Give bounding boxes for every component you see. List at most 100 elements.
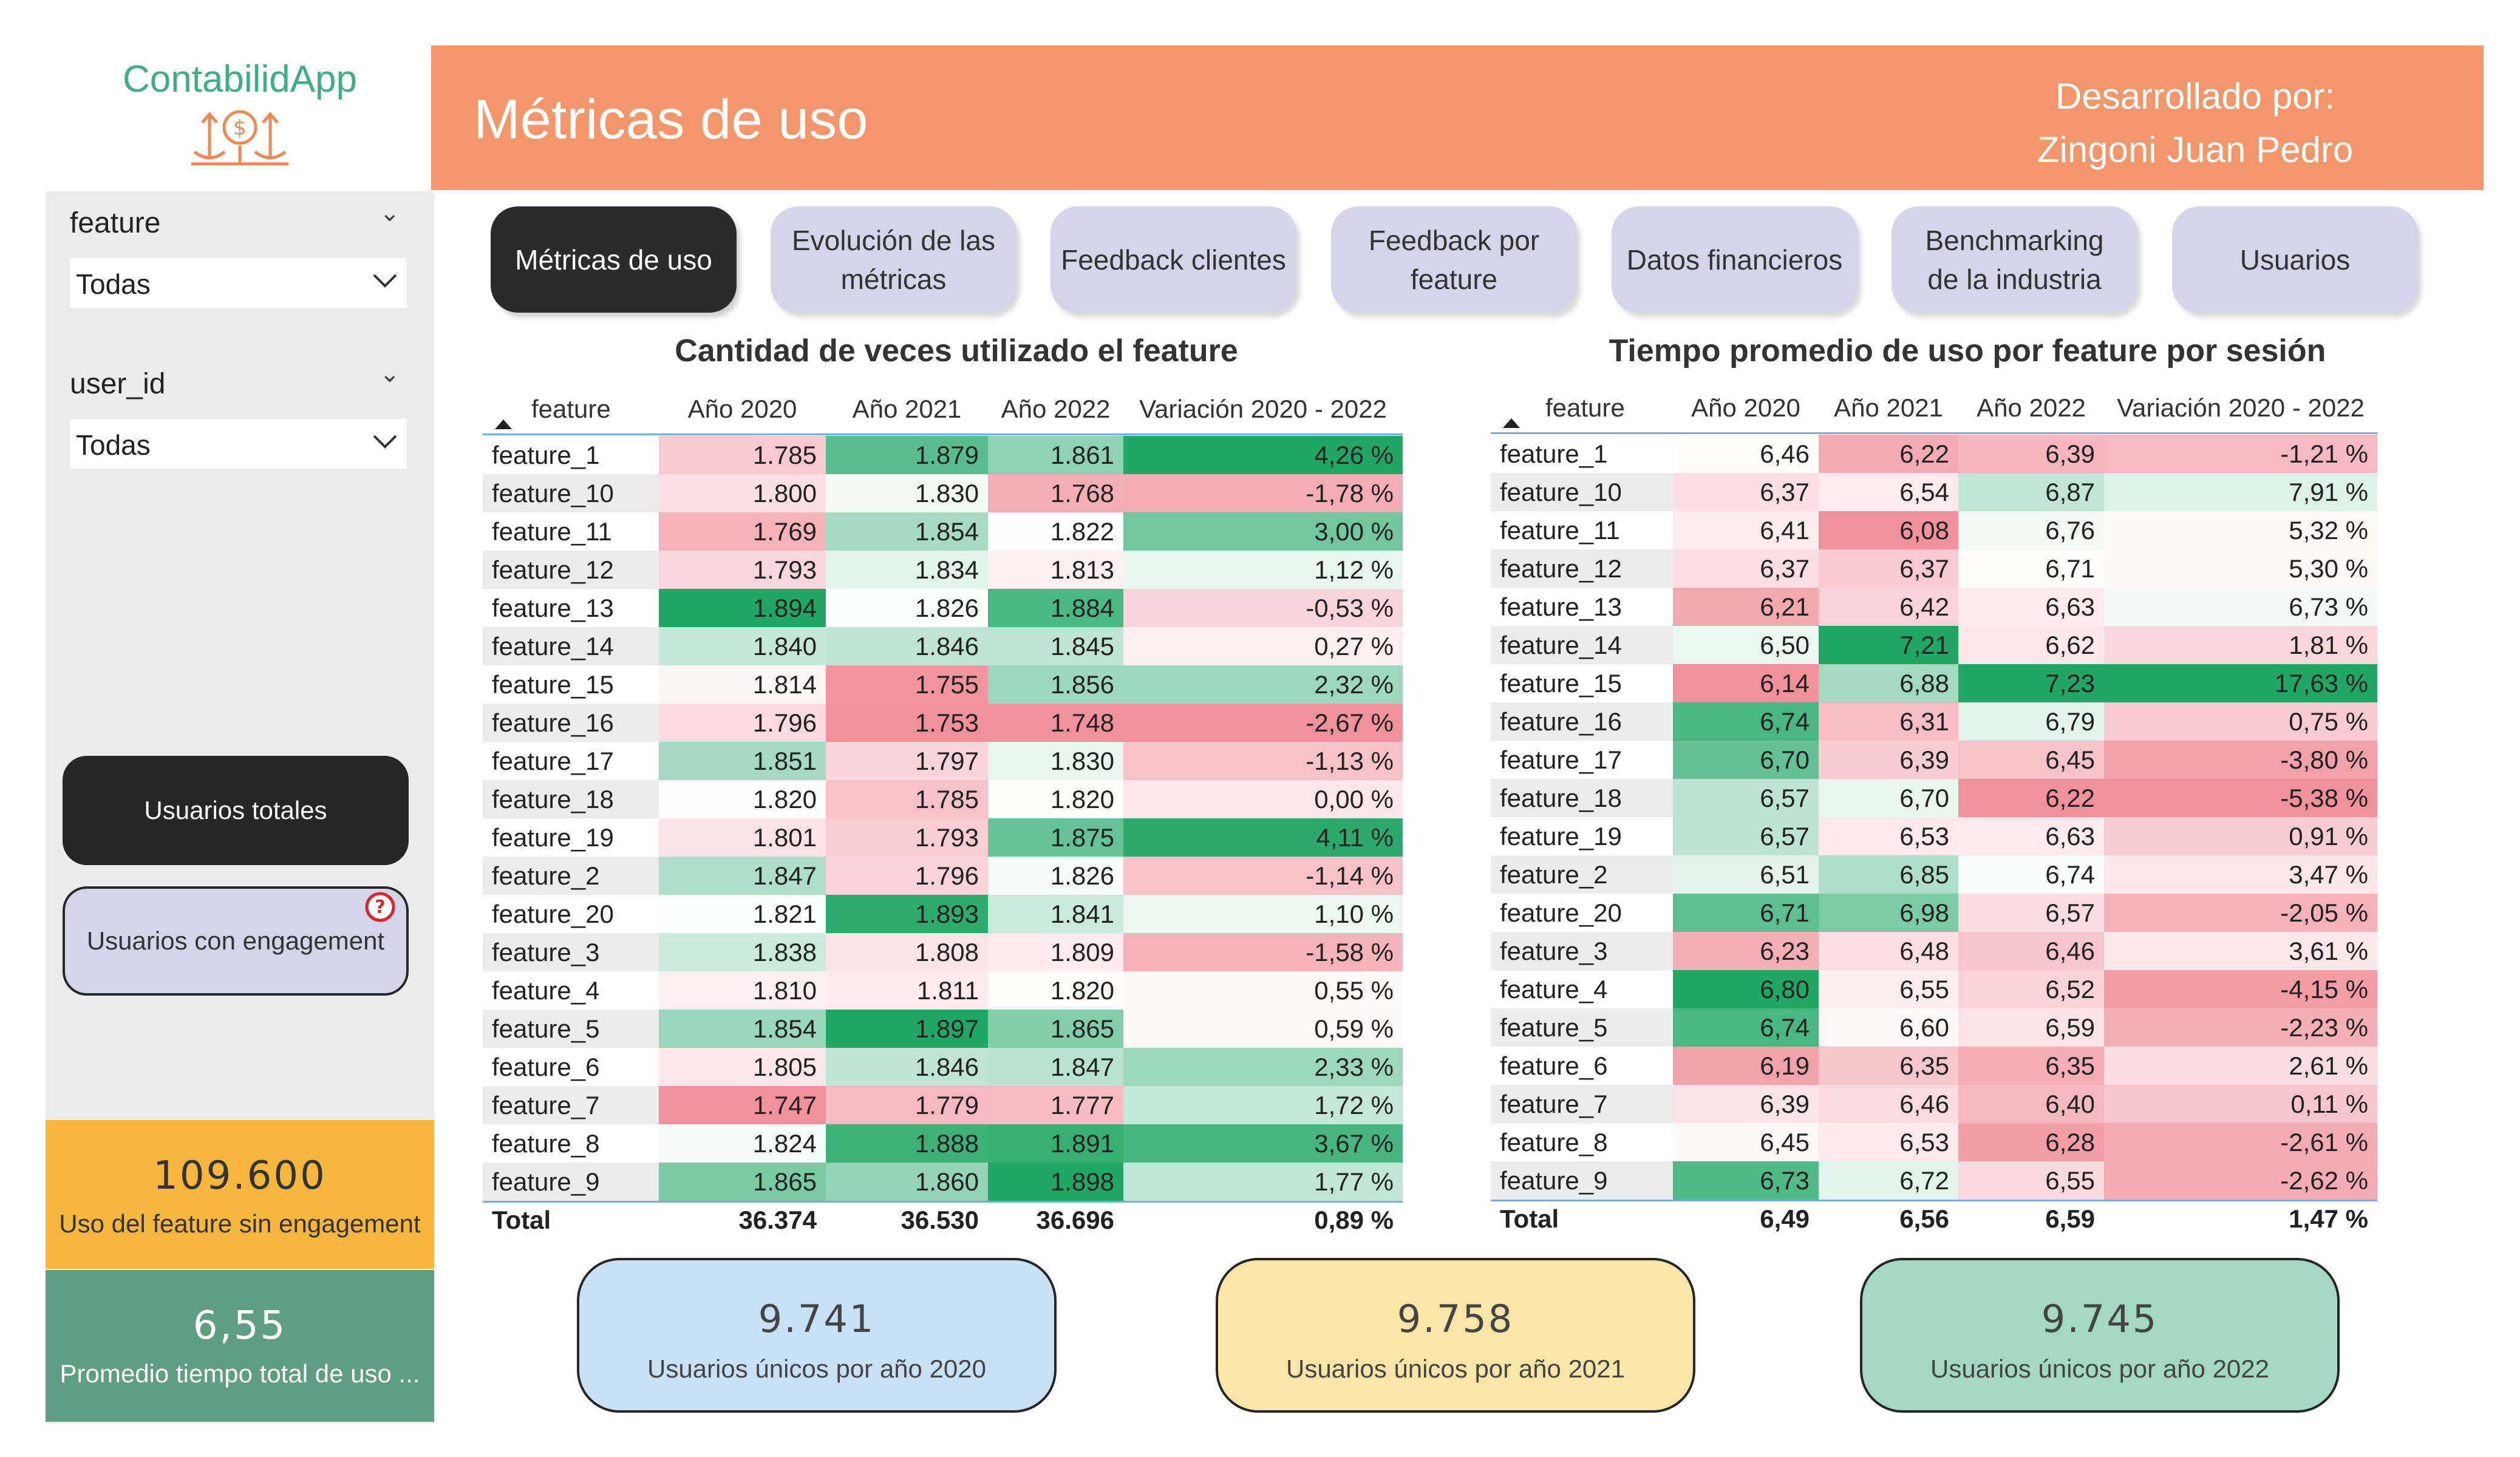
engaged-users-button[interactable]: Usuarios con engagement bbox=[63, 886, 409, 996]
nav-tab-4[interactable]: Feedback por feature bbox=[1331, 206, 1577, 313]
table-row[interactable]: feature_1 6,46 6,22 6,39 -1,21 % bbox=[1491, 435, 2377, 473]
table-row[interactable]: feature_18 1.820 1.785 1.820 0,00 % bbox=[483, 780, 1403, 818]
user-id-dropdown[interactable]: Todas bbox=[70, 419, 407, 469]
feature-name-cell: feature_18 bbox=[483, 780, 659, 818]
table-row[interactable]: feature_3 6,23 6,48 6,46 3,61 % bbox=[1491, 932, 2377, 970]
table-row[interactable]: feature_20 6,71 6,98 6,57 -2,05 % bbox=[1491, 894, 2377, 932]
column-header[interactable]: Variación 2020 - 2022 bbox=[2117, 393, 2365, 422]
column-header[interactable]: Año 2020 bbox=[1691, 393, 1800, 422]
header-divider bbox=[483, 433, 1403, 435]
feature-name-cell: feature_7 bbox=[483, 1086, 659, 1124]
value-cell: 6,42 bbox=[1819, 588, 1958, 626]
value-cell: 1.891 bbox=[988, 1124, 1123, 1163]
value-cell: 1.821 bbox=[659, 895, 826, 933]
table-row[interactable]: feature_11 6,41 6,08 6,76 5,32 % bbox=[1491, 511, 2377, 549]
feature-name-cell: feature_19 bbox=[483, 818, 659, 857]
total-value: 6,59 bbox=[2045, 1204, 2095, 1233]
value-cell: 2,32 % bbox=[1123, 665, 1403, 704]
column-header[interactable]: Año 2022 bbox=[1001, 395, 1111, 423]
value-cell: 0,75 % bbox=[2104, 702, 2377, 741]
table-row[interactable]: feature_17 6,70 6,39 6,45 -3,80 % bbox=[1491, 741, 2377, 779]
nav-tab-1[interactable]: Métricas de uso bbox=[491, 206, 737, 313]
feature-name-cell: feature_4 bbox=[1491, 970, 1673, 1008]
value-cell: 1.865 bbox=[659, 1163, 826, 1201]
nav-tab-2[interactable]: Evolución de las métricas bbox=[771, 206, 1017, 313]
feature-name-cell: feature_2 bbox=[483, 857, 659, 895]
table-row[interactable]: feature_14 6,50 7,21 6,62 1,81 % bbox=[1491, 626, 2377, 664]
table-row[interactable]: feature_3 1.838 1.808 1.809 -1,58 % bbox=[483, 933, 1403, 971]
value-cell: 6,59 bbox=[1958, 1008, 2104, 1047]
feature-dropdown[interactable]: Todas bbox=[70, 258, 407, 308]
value-cell: 1.834 bbox=[826, 551, 988, 589]
feature-name-cell: feature_10 bbox=[483, 474, 659, 512]
table-row[interactable]: feature_9 6,73 6,72 6,55 -2,62 % bbox=[1491, 1161, 2377, 1200]
value-cell: 6,73 bbox=[1673, 1161, 1819, 1200]
table-row[interactable]: feature_2 6,51 6,85 6,74 3,47 % bbox=[1491, 855, 2377, 894]
table-row[interactable]: feature_18 6,57 6,70 6,22 -5,38 % bbox=[1491, 779, 2377, 817]
nav-tab-7[interactable]: Usuarios bbox=[2172, 206, 2418, 313]
table-row[interactable]: feature_16 1.796 1.753 1.748 -2,67 % bbox=[483, 704, 1403, 742]
column-header[interactable]: Año 2022 bbox=[1977, 393, 2086, 422]
total-users-button[interactable]: Usuarios totales bbox=[63, 756, 409, 865]
value-cell: 6,54 bbox=[1819, 473, 1958, 511]
table-row[interactable]: feature_6 6,19 6,35 6,35 2,61 % bbox=[1491, 1047, 2377, 1085]
column-header[interactable]: feature bbox=[1545, 393, 1625, 422]
table-row[interactable]: feature_5 1.854 1.897 1.865 0,59 % bbox=[483, 1010, 1403, 1048]
value-cell: 1,81 % bbox=[2104, 626, 2377, 664]
table-row[interactable]: feature_14 1.840 1.846 1.845 0,27 % bbox=[483, 627, 1403, 665]
table-row[interactable]: feature_19 6,57 6,53 6,63 0,91 % bbox=[1491, 817, 2377, 855]
sort-ascending-icon[interactable] bbox=[495, 419, 512, 429]
table-row[interactable]: feature_10 1.800 1.830 1.768 -1,78 % bbox=[483, 474, 1403, 512]
table-row[interactable]: feature_10 6,37 6,54 6,87 7,91 % bbox=[1491, 473, 2377, 511]
feature-name-cell: feature_6 bbox=[1491, 1047, 1673, 1085]
column-header[interactable]: Año 2021 bbox=[1834, 393, 1943, 422]
nav-tab-6[interactable]: Benchmarking de la industria bbox=[1892, 206, 2137, 313]
value-cell: 1.793 bbox=[826, 818, 988, 857]
table-row[interactable]: feature_11 1.769 1.854 1.822 3,00 % bbox=[483, 512, 1403, 551]
table-row[interactable]: feature_9 1.865 1.860 1.898 1,77 % bbox=[483, 1163, 1403, 1201]
table-row[interactable]: feature_17 1.851 1.797 1.830 -1,13 % bbox=[483, 742, 1403, 780]
nav-tab-3[interactable]: Feedback clientes bbox=[1051, 206, 1296, 313]
table-row[interactable]: feature_16 6,74 6,31 6,79 0,75 % bbox=[1491, 702, 2377, 741]
table-row[interactable]: feature_8 6,45 6,53 6,28 -2,61 % bbox=[1491, 1123, 2377, 1161]
table-row[interactable]: feature_7 1.747 1.779 1.777 1,72 % bbox=[483, 1086, 1403, 1124]
column-header[interactable]: Año 2021 bbox=[852, 395, 962, 423]
table-row[interactable]: feature_4 1.810 1.811 1.820 0,55 % bbox=[483, 971, 1403, 1010]
feature-name-cell: feature_16 bbox=[1491, 702, 1673, 741]
question-circle-icon[interactable]: ? bbox=[364, 891, 396, 923]
value-cell: 6,39 bbox=[1958, 435, 2104, 473]
feature-name-cell: feature_8 bbox=[483, 1124, 659, 1163]
table-row[interactable]: feature_12 1.793 1.834 1.813 1,12 % bbox=[483, 551, 1403, 589]
sort-ascending-icon[interactable] bbox=[1503, 418, 1520, 428]
kpi-sin-engagement-value: 109.600 bbox=[153, 1153, 327, 1198]
table-row[interactable]: feature_12 6,37 6,37 6,71 5,30 % bbox=[1491, 549, 2377, 588]
table-row[interactable]: feature_7 6,39 6,46 6,40 0,11 % bbox=[1491, 1085, 2377, 1123]
table-row[interactable]: feature_15 6,14 6,88 7,23 17,63 % bbox=[1491, 664, 2377, 702]
table-row[interactable]: feature_15 1.814 1.755 1.856 2,32 % bbox=[483, 665, 1403, 704]
table-row[interactable]: feature_2 1.847 1.796 1.826 -1,14 % bbox=[483, 857, 1403, 895]
table-row[interactable]: feature_13 6,21 6,42 6,63 6,73 % bbox=[1491, 588, 2377, 626]
table-row[interactable]: feature_8 1.824 1.888 1.891 3,67 % bbox=[483, 1124, 1403, 1163]
value-cell: -2,62 % bbox=[2104, 1161, 2377, 1200]
table-row[interactable]: feature_5 6,74 6,60 6,59 -2,23 % bbox=[1491, 1008, 2377, 1047]
value-cell: 6,35 bbox=[1958, 1047, 2104, 1085]
total-divider bbox=[483, 1201, 1403, 1203]
column-header[interactable]: Año 2020 bbox=[687, 395, 797, 423]
value-cell: 1.897 bbox=[826, 1010, 988, 1048]
collapse-chevron-icon[interactable]: ⌄ bbox=[380, 361, 400, 387]
column-header[interactable]: Variación 2020 - 2022 bbox=[1139, 395, 1387, 423]
table-row[interactable]: feature_6 1.805 1.846 1.847 2,33 % bbox=[483, 1048, 1403, 1086]
collapse-chevron-icon[interactable]: ⌄ bbox=[380, 200, 400, 226]
table-row[interactable]: feature_4 6,80 6,55 6,52 -4,15 % bbox=[1491, 970, 2377, 1008]
table-row[interactable]: feature_20 1.821 1.893 1.841 1,10 % bbox=[483, 895, 1403, 933]
value-cell: 6,62 bbox=[1958, 626, 2104, 664]
table-row[interactable]: feature_13 1.894 1.826 1.884 -0,53 % bbox=[483, 589, 1403, 627]
value-cell: 3,61 % bbox=[2104, 932, 2377, 970]
nav-tab-5[interactable]: Datos financieros bbox=[1612, 206, 1858, 313]
value-cell: 1.875 bbox=[988, 818, 1123, 857]
column-header[interactable]: feature bbox=[531, 395, 611, 423]
value-cell: 3,67 % bbox=[1123, 1124, 1403, 1163]
table-row[interactable]: feature_1 1.785 1.879 1.861 4,26 % bbox=[483, 436, 1403, 474]
table-row[interactable]: feature_19 1.801 1.793 1.875 4,11 % bbox=[483, 818, 1403, 857]
value-cell: 6,73 % bbox=[2104, 588, 2377, 626]
